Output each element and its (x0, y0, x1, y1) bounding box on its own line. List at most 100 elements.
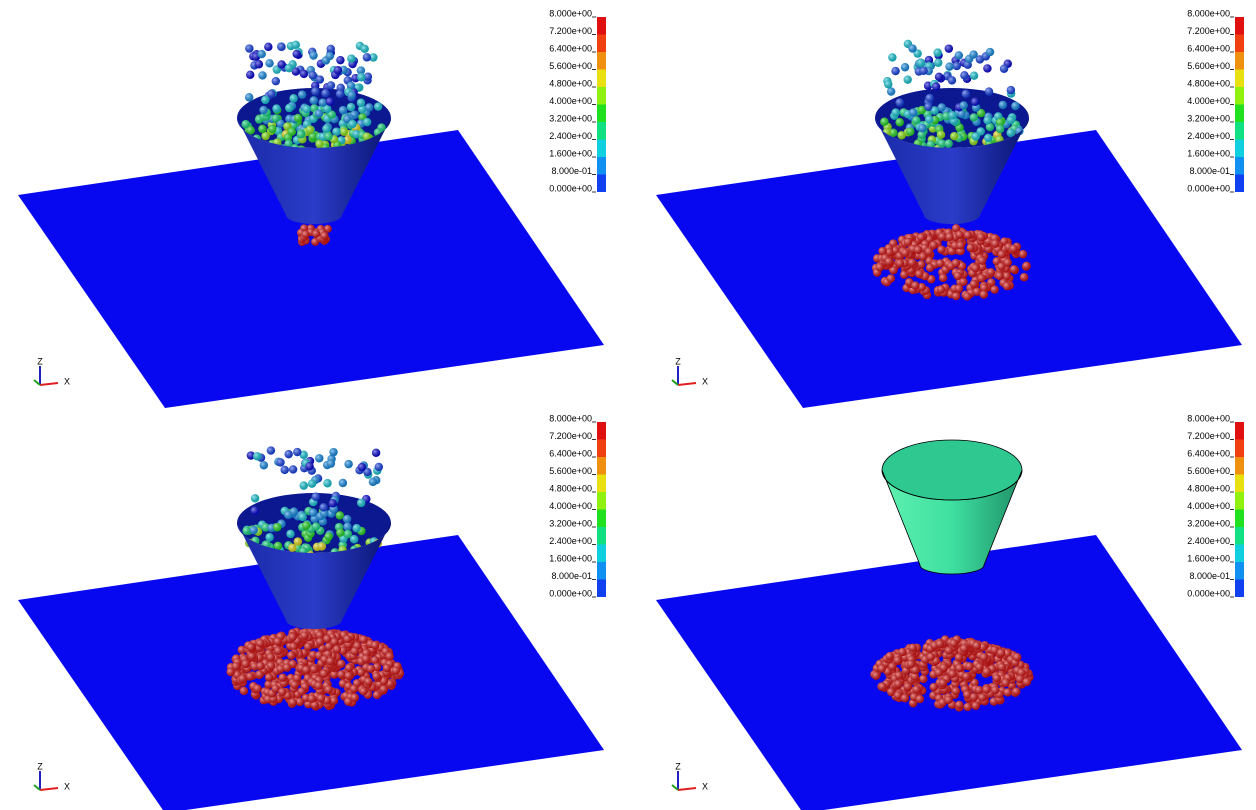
colorbar-label: 0.000e+00 (1187, 183, 1230, 193)
particle-shade (900, 693, 910, 703)
particle-shade (945, 62, 954, 71)
colorbar-label: 3.200e+00 (549, 518, 592, 528)
particle-shade (998, 100, 1008, 110)
particle-shade (320, 231, 329, 240)
particle-shade (332, 127, 341, 136)
panel: 8.000e+00 7.200e+00 6.400e+00 5.600e+00 4.80… (656, 413, 1244, 810)
particle-shade (894, 671, 904, 680)
particle-shade (308, 508, 318, 517)
particle-shade (296, 130, 306, 139)
particle-shade (913, 245, 923, 255)
particle-shade (926, 652, 936, 662)
particle-shade (983, 64, 992, 73)
particle-shade (291, 67, 301, 76)
particle-shade (379, 685, 388, 694)
particle-shade (954, 51, 964, 60)
colorbar-label: 8.000e+00 (549, 8, 592, 18)
particle-shade (382, 663, 392, 673)
particle-shade (305, 125, 315, 134)
colorbar-label: 3.200e+00 (549, 113, 592, 123)
colorbar-segment (597, 579, 606, 597)
particle-shade (289, 507, 299, 516)
particle-shade (272, 104, 281, 113)
colorbar-segment (1235, 579, 1244, 597)
particle-shade (891, 66, 900, 76)
particle-shade (350, 647, 359, 656)
particle-shade (925, 263, 935, 272)
colorbar-label: 1.600e+00 (1187, 553, 1230, 563)
particle-shade (944, 695, 953, 705)
funnel (237, 118, 391, 224)
particle-shade (282, 663, 292, 672)
colorbar-label: 6.400e+00 (549, 43, 592, 53)
colorbar-segment (1235, 492, 1244, 510)
particle-shade (948, 669, 957, 679)
particle-shade (884, 80, 893, 89)
particle-shade (344, 697, 353, 706)
particle-shade (915, 269, 924, 279)
particle-shade (1009, 244, 1018, 254)
particle-shade (315, 75, 325, 84)
particle-shade (937, 245, 946, 254)
colorbar-segment (1235, 122, 1244, 140)
particle-shade (917, 105, 927, 115)
particle-shade (910, 672, 920, 681)
particle-shade (322, 124, 331, 133)
particle-shade (288, 632, 297, 642)
particle-shade (326, 44, 335, 54)
particle-shade (231, 662, 241, 671)
particle-shade (959, 101, 968, 110)
panel: 8.000e+00 7.200e+00 6.400e+00 5.600e+00 4.80… (656, 8, 1244, 408)
particle-shade (288, 465, 298, 474)
particle-shade (284, 139, 293, 149)
particle-shade (911, 281, 920, 290)
particle-shade (929, 240, 938, 250)
particle-shade (895, 98, 904, 107)
particle-shade (969, 113, 978, 122)
particle-shade (359, 687, 368, 696)
particle-shade (369, 53, 378, 62)
particle-shade (295, 697, 304, 707)
particle-shade (925, 93, 934, 103)
particle-shade (917, 260, 926, 269)
particle-shade (984, 87, 994, 96)
particle-shade (329, 696, 339, 705)
particle-shade (963, 702, 972, 712)
particle-shade (245, 44, 254, 53)
colorbar-segment (597, 69, 606, 87)
particle-shade (906, 659, 916, 669)
particle-shade (361, 654, 371, 664)
particle-shade (246, 70, 255, 80)
colorbar-label: 4.800e+00 (549, 78, 592, 88)
colorbar-label: 2.400e+00 (549, 536, 592, 546)
colorbar-label: 5.600e+00 (549, 61, 592, 71)
particle-shade (256, 661, 265, 671)
particle-shade (261, 131, 270, 141)
particle-shade (997, 262, 1006, 271)
particle-shade (280, 465, 289, 475)
particle-shade (997, 662, 1007, 672)
particle-shade (959, 277, 968, 286)
particle-shade (885, 651, 894, 661)
particle-shade (1012, 653, 1022, 662)
particle-shade (302, 521, 311, 530)
colorbar-segment (597, 509, 606, 527)
particle-shade (257, 49, 266, 59)
particle-shade (242, 526, 251, 536)
colorbar-segment (1235, 157, 1244, 175)
particle-shade (315, 630, 325, 640)
particle-shade (319, 669, 329, 678)
particle-shade (364, 103, 374, 112)
particle-shade (346, 102, 356, 112)
axis-x-label: X (702, 781, 708, 791)
particle-shade (936, 285, 946, 294)
particle-shade (893, 691, 903, 700)
particle-shade (900, 270, 909, 279)
particle-shade (311, 522, 321, 531)
particle-shade (877, 664, 887, 673)
particle-shade (250, 494, 260, 503)
particle-shade (309, 51, 318, 60)
particle-shade (258, 71, 267, 80)
particle-shade (312, 229, 321, 238)
